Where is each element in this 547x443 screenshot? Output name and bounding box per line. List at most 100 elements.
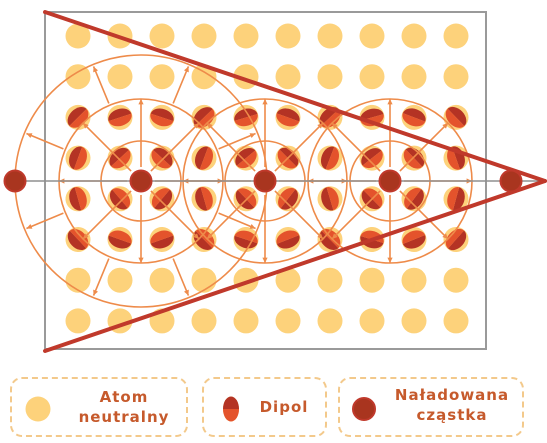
neutral-atom <box>191 267 217 293</box>
dipol-5-2 <box>275 104 301 130</box>
dipol-4-5 <box>233 227 259 252</box>
neutral-atom <box>317 267 343 293</box>
field-arrow <box>274 190 324 240</box>
arrow-head <box>387 99 393 105</box>
legend-atom-label: Atom neutralny <box>66 387 182 427</box>
cone-lower-line <box>43 179 547 353</box>
arrow-head <box>317 123 323 129</box>
dipol-2-3 <box>149 145 175 171</box>
cone-upper-line <box>43 10 547 183</box>
dipol-4-2 <box>233 104 259 130</box>
neutral-atom <box>149 64 175 90</box>
arrow-head <box>93 289 99 296</box>
dipol-3-4 <box>191 186 217 212</box>
arrow-head <box>442 233 448 239</box>
neutral-atom <box>401 308 427 334</box>
neutral-atom <box>359 64 385 90</box>
atom-lattice <box>65 23 469 334</box>
field-lines <box>14 54 545 308</box>
arrow-head <box>249 223 256 229</box>
field-arrow <box>92 258 110 296</box>
arrow-head <box>193 123 199 129</box>
legend-dipol: Dipol <box>202 377 327 437</box>
neutral-atom <box>65 23 91 49</box>
arrow-head <box>262 99 268 105</box>
neutral-atom <box>359 308 385 334</box>
neutral-atom <box>233 308 259 334</box>
field-arrow <box>274 122 324 172</box>
charged-particle <box>378 169 402 193</box>
legend-charged-label: Naładowana cząstka <box>382 385 522 425</box>
field-arrow <box>82 190 132 240</box>
neutral-atom <box>191 23 217 49</box>
charged-particle <box>253 169 277 193</box>
neutral-atom <box>275 23 301 49</box>
legend-dipol-label: Dipol <box>259 398 309 416</box>
dipol-6-3 <box>317 145 343 171</box>
neutral-atom <box>65 308 91 334</box>
field-arrow <box>331 190 381 240</box>
dipol-1-4 <box>107 186 133 212</box>
neutral-atom <box>317 23 343 49</box>
field-arrow <box>172 66 190 104</box>
dipol-9-4 <box>443 186 469 212</box>
dipol-5-5 <box>275 227 301 252</box>
field-arrow <box>218 132 256 150</box>
neutral-atom <box>65 64 91 90</box>
neutral-atom <box>149 23 175 49</box>
legend-charged-line2: cząstka <box>416 406 488 424</box>
neutral-atom <box>65 267 91 293</box>
field-arrow <box>150 190 200 240</box>
charged-particle-icon <box>352 397 376 421</box>
neutral-atom <box>443 267 469 293</box>
neutral-atom <box>191 308 217 334</box>
neutral-atom <box>401 267 427 293</box>
arrow-head <box>93 66 99 73</box>
field-arrow <box>150 122 200 172</box>
arrow-head <box>26 133 33 139</box>
charged-particle <box>129 169 153 193</box>
dipol-9-5 <box>443 227 469 252</box>
arrow-head <box>83 233 89 239</box>
dipol-0-3 <box>65 145 91 171</box>
dipol-3-3 <box>191 145 217 171</box>
neutral-atom <box>443 64 469 90</box>
arrow-head <box>207 233 213 239</box>
arrow-head <box>183 66 189 73</box>
dipol-2-4 <box>149 186 175 212</box>
dipol-5-4 <box>275 186 301 212</box>
dipol-8-5 <box>401 227 427 252</box>
neutral-atom-icon <box>25 396 51 422</box>
arrow-head <box>26 223 33 229</box>
field-arrow <box>206 122 256 172</box>
arrow-head <box>387 257 393 263</box>
neutral-atom <box>275 267 301 293</box>
dipol-3-2 <box>191 104 217 130</box>
arrow-head <box>332 123 338 129</box>
legend-atom-line1: Atom <box>99 388 149 406</box>
neutral-atom <box>275 308 301 334</box>
arrow-head <box>207 123 213 129</box>
legend-charged-particle: Naładowana cząstka <box>338 377 524 437</box>
dipol-icon <box>223 396 239 422</box>
charged-particles <box>3 169 523 193</box>
dipol-2-2 <box>149 104 175 130</box>
field-arrow <box>172 258 190 296</box>
dipol-6-4 <box>317 186 343 212</box>
neutral-atom <box>443 23 469 49</box>
arrow-head <box>183 289 189 296</box>
dipol-9-2 <box>443 104 469 130</box>
dipol-3-5 <box>191 227 217 252</box>
dipol-1-2 <box>107 104 133 130</box>
neutral-atom <box>191 64 217 90</box>
neutral-atom <box>233 23 259 49</box>
dipol-0-5 <box>65 227 91 252</box>
neutral-atom <box>107 64 133 90</box>
legend-charged-line1: Naładowana <box>394 386 510 404</box>
charged-particle <box>499 169 523 193</box>
neutral-atom <box>275 64 301 90</box>
charged-particle <box>3 169 27 193</box>
field-arrow <box>399 190 449 240</box>
dipol-1-5 <box>107 227 133 252</box>
field-arrow <box>218 212 256 230</box>
